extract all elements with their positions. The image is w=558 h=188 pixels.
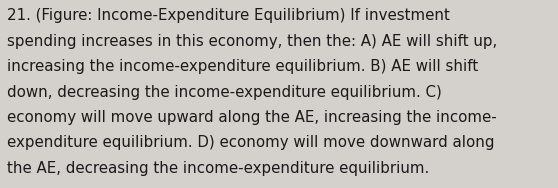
Text: economy will move upward along the AE, increasing the income-: economy will move upward along the AE, i… — [7, 110, 497, 125]
Text: increasing the income-expenditure equilibrium. B) AE will shift: increasing the income-expenditure equili… — [7, 59, 478, 74]
Text: spending increases in this economy, then the: A) AE will shift up,: spending increases in this economy, then… — [7, 34, 497, 49]
Text: the AE, decreasing the income-expenditure equilibrium.: the AE, decreasing the income-expenditur… — [7, 161, 429, 176]
Text: expenditure equilibrium. D) economy will move downward along: expenditure equilibrium. D) economy will… — [7, 135, 494, 150]
Text: down, decreasing the income-expenditure equilibrium. C): down, decreasing the income-expenditure … — [7, 85, 441, 100]
Text: 21. (Figure: Income-Expenditure Equilibrium) If investment: 21. (Figure: Income-Expenditure Equilibr… — [7, 8, 450, 24]
